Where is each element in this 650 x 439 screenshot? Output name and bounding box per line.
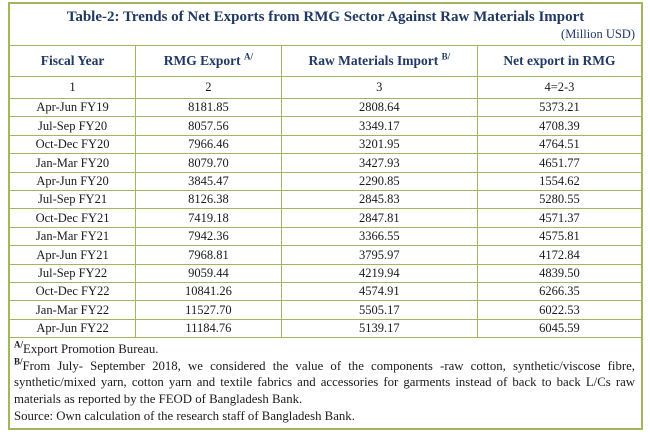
footnote-row: A/Export Promotion Bureau. B/From July- … (8, 337, 643, 430)
fiscal-year-cell: Apr-Jun FY21 (8, 245, 137, 265)
title-row: Table-2: Trends of Net Exports from RMG … (8, 2, 643, 46)
table-row: Oct-Dec FY20 7966.46 3201.95 4764.51 (8, 134, 643, 155)
raw-materials-import-cell: 3201.95 (280, 134, 478, 155)
rmg-export-cell: 10841.26 (135, 281, 282, 302)
fiscal-year-cell: Apr-Jun FY22 (8, 318, 137, 339)
net-export-cell: 4708.39 (476, 116, 643, 136)
footnote-cell: A/Export Promotion Bureau. B/From July- … (8, 337, 643, 430)
column-header-label: Fiscal Year (40, 53, 105, 68)
table-body: Apr-Jun FY19 8181.85 2808.64 5373.21 Jul… (8, 97, 643, 339)
column-header-raw-materials-import: Raw Materials Import B/ (280, 45, 478, 77)
unit-note: (Million USD) (561, 27, 635, 42)
fiscal-year-cell: Jan-Mar FY22 (8, 300, 137, 320)
net-export-cell: 4571.37 (476, 208, 643, 228)
fiscal-year-cell: Oct-Dec FY22 (8, 281, 137, 302)
footnote-b-superscript: B/ (14, 356, 23, 367)
column-number-2: 2 (135, 76, 282, 99)
fiscal-year-cell: Jul-Sep FY20 (8, 116, 137, 136)
net-export-cell: 5373.21 (476, 97, 643, 118)
rmg-export-cell: 7942.36 (135, 226, 282, 247)
raw-materials-import-cell: 2845.83 (280, 189, 478, 210)
raw-materials-import-cell: 4219.94 (280, 263, 478, 283)
column-number-3: 3 (280, 76, 478, 99)
raw-materials-import-cell: 3349.17 (280, 116, 478, 136)
column-header-row: Fiscal Year RMG Export A/ Raw Materials … (8, 45, 643, 77)
table-row: Jan-Mar FY22 11527.70 5505.17 6022.53 (8, 300, 643, 320)
rmg-export-cell: 9059.44 (135, 263, 282, 283)
net-export-cell: 4651.77 (476, 153, 643, 173)
fiscal-year-cell: Apr-Jun FY20 (8, 171, 137, 191)
superscript-a: A/ (244, 51, 253, 62)
title-cell: Table-2: Trends of Net Exports from RMG … (8, 2, 643, 46)
fiscal-year-cell: Jul-Sep FY21 (8, 189, 137, 210)
table-row: Oct-Dec FY22 10841.26 4574.91 6266.35 (8, 281, 643, 302)
column-header-net-export: Net export in RMG (476, 45, 643, 77)
footnote-a-text: Export Promotion Bureau. (23, 342, 159, 357)
table-row: Jan-Mar FY21 7942.36 3366.55 4575.81 (8, 226, 643, 247)
raw-materials-import-cell: 5505.17 (280, 300, 478, 320)
net-export-cell: 4764.51 (476, 134, 643, 155)
fiscal-year-cell: Oct-Dec FY20 (8, 134, 137, 155)
column-number-4: 4=2-3 (476, 76, 643, 99)
table-row: Jul-Sep FY22 9059.44 4219.94 4839.50 (8, 263, 643, 283)
rmg-export-cell: 8181.85 (135, 97, 282, 118)
raw-materials-import-cell: 5139.17 (280, 318, 478, 339)
raw-materials-import-cell: 2847.81 (280, 208, 478, 228)
table-row: Jul-Sep FY20 8057.56 3349.17 4708.39 (8, 116, 643, 136)
table-row: Apr-Jun FY21 7968.81 3795.97 4172.84 (8, 245, 643, 265)
rmg-export-cell: 8057.56 (135, 116, 282, 136)
table-row: Jul-Sep FY21 8126.38 2845.83 5280.55 (8, 189, 643, 210)
column-header-fiscal-year: Fiscal Year (8, 45, 137, 77)
net-export-cell: 1554.62 (476, 171, 643, 191)
rmg-export-cell: 8079.70 (135, 153, 282, 173)
fiscal-year-cell: Jan-Mar FY21 (8, 226, 137, 247)
net-export-cell: 4839.50 (476, 263, 643, 283)
net-export-cell: 6045.59 (476, 318, 643, 339)
raw-materials-import-cell: 3366.55 (280, 226, 478, 247)
table-row: Apr-Jun FY22 11184.76 5139.17 6045.59 (8, 318, 643, 339)
raw-materials-import-cell: 4574.91 (280, 281, 478, 302)
raw-materials-import-cell: 3795.97 (280, 245, 478, 265)
net-exports-table: Table-2: Trends of Net Exports from RMG … (8, 2, 643, 431)
column-header-label: Raw Materials Import (308, 53, 439, 68)
column-number-row: 1 2 3 4=2-3 (8, 76, 643, 99)
net-export-cell: 5280.55 (476, 189, 643, 210)
footnote-a-superscript: A/ (14, 339, 23, 350)
net-export-cell: 6266.35 (476, 281, 643, 302)
column-header-label: RMG Export (163, 53, 241, 68)
footnote-a: A/Export Promotion Bureau. (14, 339, 635, 358)
footnote-b: B/From July- September 2018, we consider… (14, 356, 635, 408)
source-note: Source: Own calculation of the research … (14, 408, 355, 423)
table-row: Apr-Jun FY20 3845.47 2290.85 1554.62 (8, 171, 643, 191)
fiscal-year-cell: Jan-Mar FY20 (8, 153, 137, 173)
raw-materials-import-cell: 2290.85 (280, 171, 478, 191)
rmg-export-cell: 3845.47 (135, 171, 282, 191)
net-export-cell: 6022.53 (476, 300, 643, 320)
column-header-rmg-export: RMG Export A/ (135, 45, 282, 77)
fiscal-year-cell: Apr-Jun FY19 (8, 97, 137, 118)
fiscal-year-cell: Oct-Dec FY21 (8, 208, 137, 228)
table-row: Jan-Mar FY20 8079.70 3427.93 4651.77 (8, 153, 643, 173)
raw-materials-import-cell: 3427.93 (280, 153, 478, 173)
rmg-export-cell: 11184.76 (135, 318, 282, 339)
rmg-export-cell: 7419.18 (135, 208, 282, 228)
rmg-export-cell: 11527.70 (135, 300, 282, 320)
net-export-cell: 4575.81 (476, 226, 643, 247)
column-header-label: Net export in RMG (503, 53, 616, 68)
superscript-b: B/ (441, 51, 451, 62)
table-row: Oct-Dec FY21 7419.18 2847.81 4571.37 (8, 208, 643, 228)
footnote-b-text: From July- September 2018, we considered… (14, 358, 635, 406)
table-row: Apr-Jun FY19 8181.85 2808.64 5373.21 (8, 97, 643, 118)
rmg-export-cell: 7968.81 (135, 245, 282, 265)
rmg-export-cell: 7966.46 (135, 134, 282, 155)
fiscal-year-cell: Jul-Sep FY22 (8, 263, 137, 283)
net-export-cell: 4172.84 (476, 245, 643, 265)
table-title: Table-2: Trends of Net Exports from RMG … (66, 9, 585, 26)
column-number-1: 1 (8, 76, 137, 99)
rmg-export-cell: 8126.38 (135, 189, 282, 210)
raw-materials-import-cell: 2808.64 (280, 97, 478, 118)
